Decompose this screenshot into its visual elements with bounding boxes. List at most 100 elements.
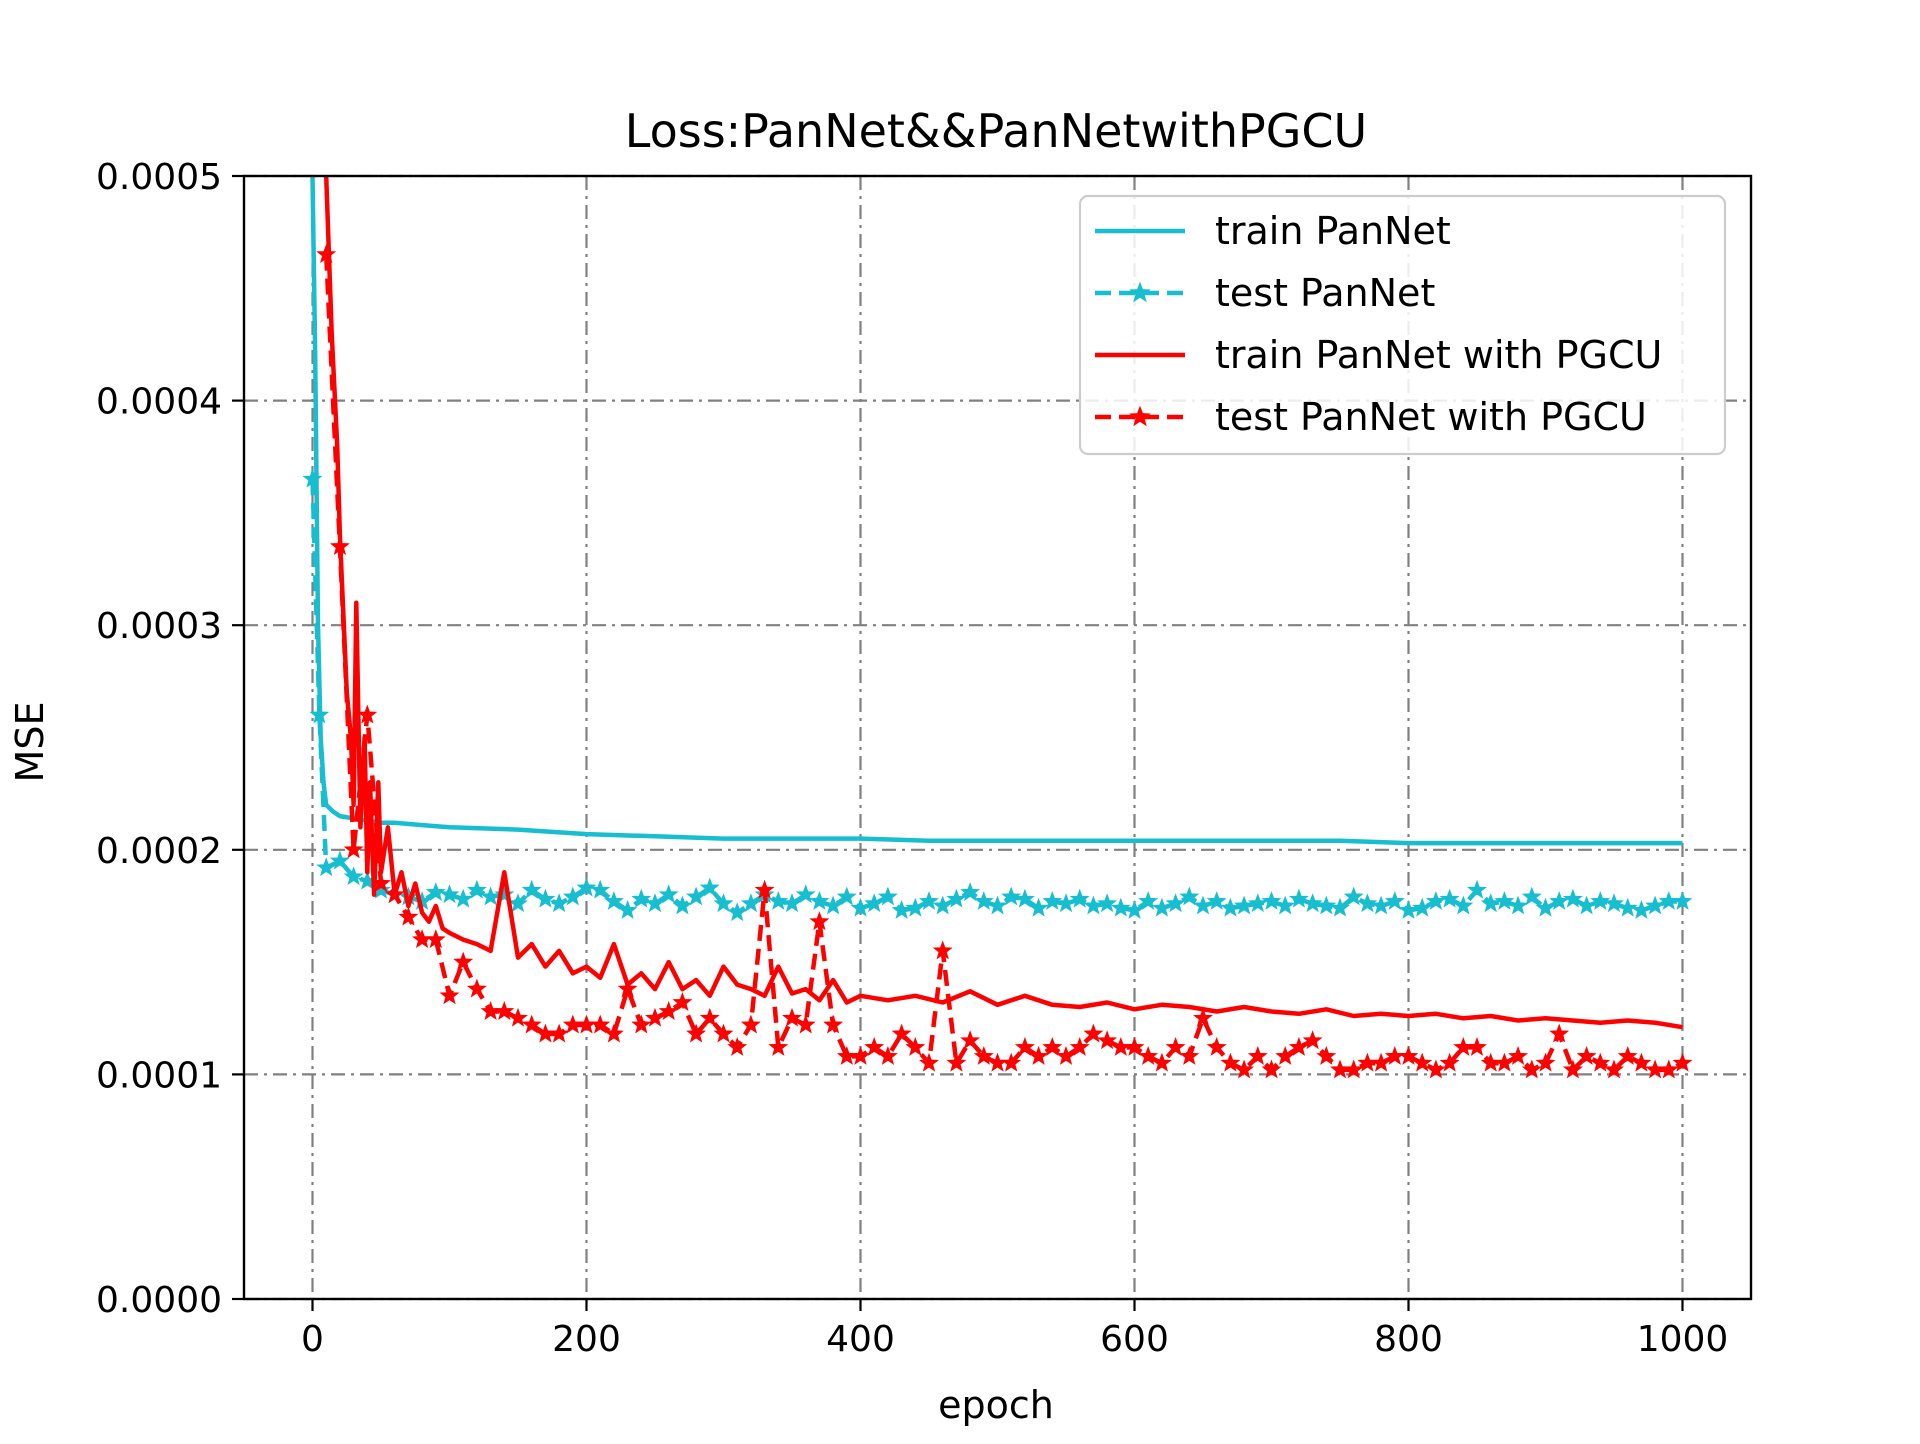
series-1-point-65 — [1179, 886, 1200, 906]
series-1-point-92 — [1549, 891, 1570, 910]
series-1-point-54 — [1028, 897, 1049, 917]
series-3-point-26 — [672, 992, 693, 1011]
series-3-point-48 — [973, 1045, 994, 1065]
series-1-point-24 — [617, 899, 638, 919]
x-axis-label: epoch — [938, 1383, 1054, 1427]
series-3-point-2 — [343, 839, 364, 859]
series-1-point-27 — [658, 884, 679, 904]
series-3-point-31 — [740, 1014, 761, 1034]
series-3-point-28 — [699, 1007, 720, 1027]
series-1-point-93 — [1562, 888, 1583, 908]
series-3-point-53 — [1042, 1036, 1063, 1056]
series-3-point-44 — [919, 1052, 939, 1072]
series-3-point-54 — [1056, 1045, 1076, 1065]
series-3-point-96 — [1631, 1052, 1652, 1072]
series-1-point-38 — [809, 891, 830, 910]
series-3-point-75 — [1343, 1059, 1364, 1079]
series-3-point-35 — [795, 1014, 816, 1034]
y-tick-label-1: 0.0001 — [96, 1055, 222, 1096]
series-1-point-70 — [1247, 893, 1268, 913]
series-3-point-32 — [754, 879, 775, 899]
series-3-point-3 — [357, 704, 378, 724]
series-1-point-37 — [795, 884, 816, 904]
series-3-point-55 — [1069, 1036, 1090, 1056]
series-3-point-5 — [384, 884, 405, 904]
series-3-point-22 — [617, 978, 638, 998]
series-1-point-60 — [1110, 897, 1131, 917]
series-3-point-68 — [1247, 1045, 1268, 1065]
series-3-point-64 — [1193, 1007, 1213, 1027]
series-1-point-17 — [521, 879, 542, 899]
series-3-point-8 — [425, 929, 446, 949]
series-3-point-51 — [1014, 1036, 1035, 1056]
legend-marker-3 — [1129, 405, 1151, 427]
series-3-point-43 — [905, 1036, 926, 1056]
series-3-point-47 — [960, 1030, 981, 1050]
series-3-point-14 — [508, 1007, 528, 1027]
series-3-point-69 — [1261, 1059, 1282, 1079]
x-tick-label-5: 1000 — [1637, 1319, 1729, 1360]
series-3-point-49 — [987, 1052, 1008, 1072]
series-1-point-28 — [672, 895, 693, 915]
legend-label-3: test PanNet with PGCU — [1215, 395, 1647, 439]
series-3-point-37 — [823, 1014, 844, 1034]
series-3-point-24 — [645, 1007, 665, 1027]
y-tick-label-0: 0.0000 — [96, 1280, 222, 1321]
series-3-point-89 — [1535, 1052, 1556, 1072]
series-3-point-0 — [316, 244, 337, 264]
series-3-point-79 — [1398, 1045, 1419, 1065]
series-3-point-30 — [727, 1036, 748, 1056]
series-1-point-50 — [973, 891, 994, 910]
x-tick-label-2: 400 — [826, 1319, 895, 1360]
series-3-point-41 — [877, 1045, 898, 1065]
series-1-point-78 — [1357, 893, 1378, 913]
series-1-point-30 — [699, 877, 720, 897]
series-1-point-64 — [1165, 893, 1186, 913]
series-3-point-59 — [1124, 1036, 1145, 1056]
x-tick-label-4: 800 — [1374, 1319, 1443, 1360]
series-1-point-39 — [823, 895, 844, 915]
series-3-point-20 — [590, 1014, 611, 1034]
series-1-point-79 — [1371, 895, 1392, 915]
series-1-point-72 — [1275, 895, 1296, 915]
series-1-point-47 — [932, 895, 953, 915]
series-1-point-57 — [1069, 888, 1090, 908]
series-1-point-96 — [1604, 893, 1624, 913]
axes-layer: 0 200 400 600 800 1000 0.0000 0.0001 0.0002 0.000… — [96, 157, 1753, 1360]
series-1-point-33 — [740, 893, 761, 913]
series-3-point-88 — [1521, 1059, 1542, 1079]
series-1-point-12 — [453, 888, 474, 908]
series-3-point-34 — [782, 1007, 802, 1027]
series-1-point-42 — [864, 893, 885, 913]
series-3-point-40 — [864, 1036, 885, 1056]
series-1-point-62 — [1138, 891, 1159, 910]
series-line-1 — [310, 479, 1683, 915]
series-1-point-97 — [1617, 897, 1638, 917]
series-3-point-50 — [1001, 1052, 1022, 1072]
series-3-point-4 — [371, 873, 391, 892]
x-tick-label-3: 600 — [1100, 1319, 1169, 1360]
series-1-point-77 — [1343, 886, 1364, 906]
series-1-point-74 — [1302, 893, 1323, 913]
series-1-point-10 — [425, 882, 446, 901]
series-1-point-51 — [987, 895, 1008, 915]
series-1-point-16 — [508, 893, 528, 913]
series-1-point-19 — [549, 893, 570, 913]
series-3-point-82 — [1439, 1052, 1460, 1072]
series-3-point-15 — [521, 1014, 542, 1034]
series-3-point-6 — [398, 906, 419, 926]
series-1-point-81 — [1398, 899, 1419, 919]
series-3-point-57 — [1097, 1030, 1118, 1050]
series-3-point-93 — [1590, 1052, 1611, 1072]
series-1-point-88 — [1494, 891, 1515, 910]
series-1-point-100 — [1658, 891, 1679, 910]
series-3-point-45 — [932, 940, 953, 960]
series-1-point-46 — [919, 891, 939, 910]
series-3-point-21 — [603, 1023, 624, 1043]
series-3-point-73 — [1316, 1045, 1337, 1065]
series-1-point-90 — [1521, 886, 1542, 906]
series-3-point-18 — [562, 1014, 583, 1034]
series-3-point-84 — [1467, 1036, 1487, 1056]
series-3-point-72 — [1302, 1030, 1323, 1050]
